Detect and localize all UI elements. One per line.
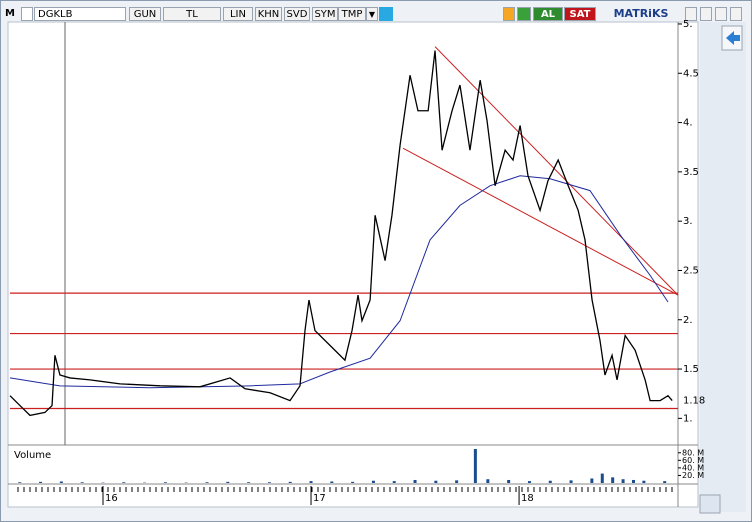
arrow-icon <box>726 31 740 45</box>
tool-button[interactable]: SVD <box>284 7 310 21</box>
y-tick-label: 3. <box>683 216 693 227</box>
x-tick-label: 18 <box>521 493 534 504</box>
volume-bar <box>611 477 615 483</box>
volume-bar <box>59 481 63 483</box>
refresh-button[interactable] <box>517 7 531 21</box>
volume-bar <box>226 481 230 483</box>
win-button[interactable] <box>730 7 742 21</box>
y-tick-label: 2.5 <box>683 265 699 276</box>
moving-average <box>9 175 669 389</box>
volume-bar <box>527 481 531 483</box>
volume-bar <box>247 482 251 483</box>
volume-bar <box>39 481 43 483</box>
volume-tick-label: 80. M <box>682 448 704 457</box>
y-tick-label: 1. <box>683 413 693 424</box>
dropdown[interactable]: ▼ <box>366 7 378 21</box>
buy-button[interactable]: AL <box>533 7 563 21</box>
x-tick-label: 16 <box>105 493 118 504</box>
share-button[interactable] <box>379 7 393 21</box>
volume-bar <box>631 479 635 483</box>
symbol-box[interactable]: DGKLB <box>34 7 126 21</box>
tool-button[interactable]: SYM <box>312 7 338 21</box>
volume-bar <box>80 482 84 483</box>
volume-bar <box>122 482 126 483</box>
y-tick-label: 4.5 <box>683 68 699 79</box>
volume-bar <box>205 482 209 483</box>
date-ticks <box>17 487 673 492</box>
volume-bar <box>486 479 490 483</box>
trend-line <box>434 46 679 296</box>
sell-button[interactable]: SAT <box>564 7 596 21</box>
volume-bar <box>392 481 396 483</box>
volume-bar <box>548 480 552 483</box>
volume-bar <box>18 482 22 483</box>
y-tick-label: 3.5 <box>683 167 699 178</box>
currency-button[interactable]: TL <box>163 7 221 21</box>
volume-bar <box>309 481 313 483</box>
volume-tick-label: 40. M <box>682 463 704 472</box>
volume-bar <box>434 480 438 483</box>
win-button[interactable] <box>700 7 712 21</box>
volume-bar <box>413 479 417 483</box>
brand: MATRiKS <box>613 7 669 20</box>
volume-bar <box>163 482 167 483</box>
sync-button[interactable] <box>699 494 721 514</box>
win-button[interactable] <box>685 7 697 21</box>
last-price-label: 1.18 <box>683 396 705 407</box>
y-tick-label: 5. <box>683 19 693 30</box>
price-line <box>9 50 673 417</box>
volume-title: Volume <box>14 450 51 461</box>
y-tick-label: 2. <box>683 315 693 326</box>
x-tick-label: 17 <box>313 493 326 504</box>
y-tick-label: 4. <box>683 118 693 129</box>
flash-button[interactable] <box>503 7 515 21</box>
toolbar: M DGKLB GUN TL LIN KHN SVD SYM TMP ▼ AL … <box>3 5 747 23</box>
volume-bar <box>455 480 459 483</box>
volume-bar <box>473 449 477 483</box>
volume-bar <box>288 481 292 483</box>
trend-line <box>402 147 679 296</box>
scale-button[interactable]: LIN <box>223 7 253 21</box>
side-panel <box>700 22 746 512</box>
y-tick-label: 1.5 <box>683 364 699 375</box>
volume-bar <box>371 480 375 483</box>
logo: M <box>5 8 15 19</box>
volume-tick-label: 60. M <box>682 456 704 465</box>
win-button[interactable] <box>715 7 727 21</box>
volume-bar <box>267 482 271 483</box>
volume-bar <box>642 480 646 483</box>
volume-bar <box>590 478 594 483</box>
grid-icon[interactable] <box>21 7 33 21</box>
volume-bar <box>569 480 573 483</box>
chart-area <box>7 21 699 508</box>
volume-tick-label: 20. M <box>682 471 704 480</box>
volume-bar <box>351 481 355 483</box>
volume-bar <box>663 481 667 483</box>
volume-bar <box>600 473 604 483</box>
period-button[interactable]: GUN <box>129 7 161 21</box>
volume-bar <box>507 479 511 483</box>
volume-bar <box>330 481 334 483</box>
tool-button[interactable]: TMP <box>338 7 366 21</box>
tool-button[interactable]: KHN <box>255 7 282 21</box>
volume-bar <box>621 479 625 483</box>
